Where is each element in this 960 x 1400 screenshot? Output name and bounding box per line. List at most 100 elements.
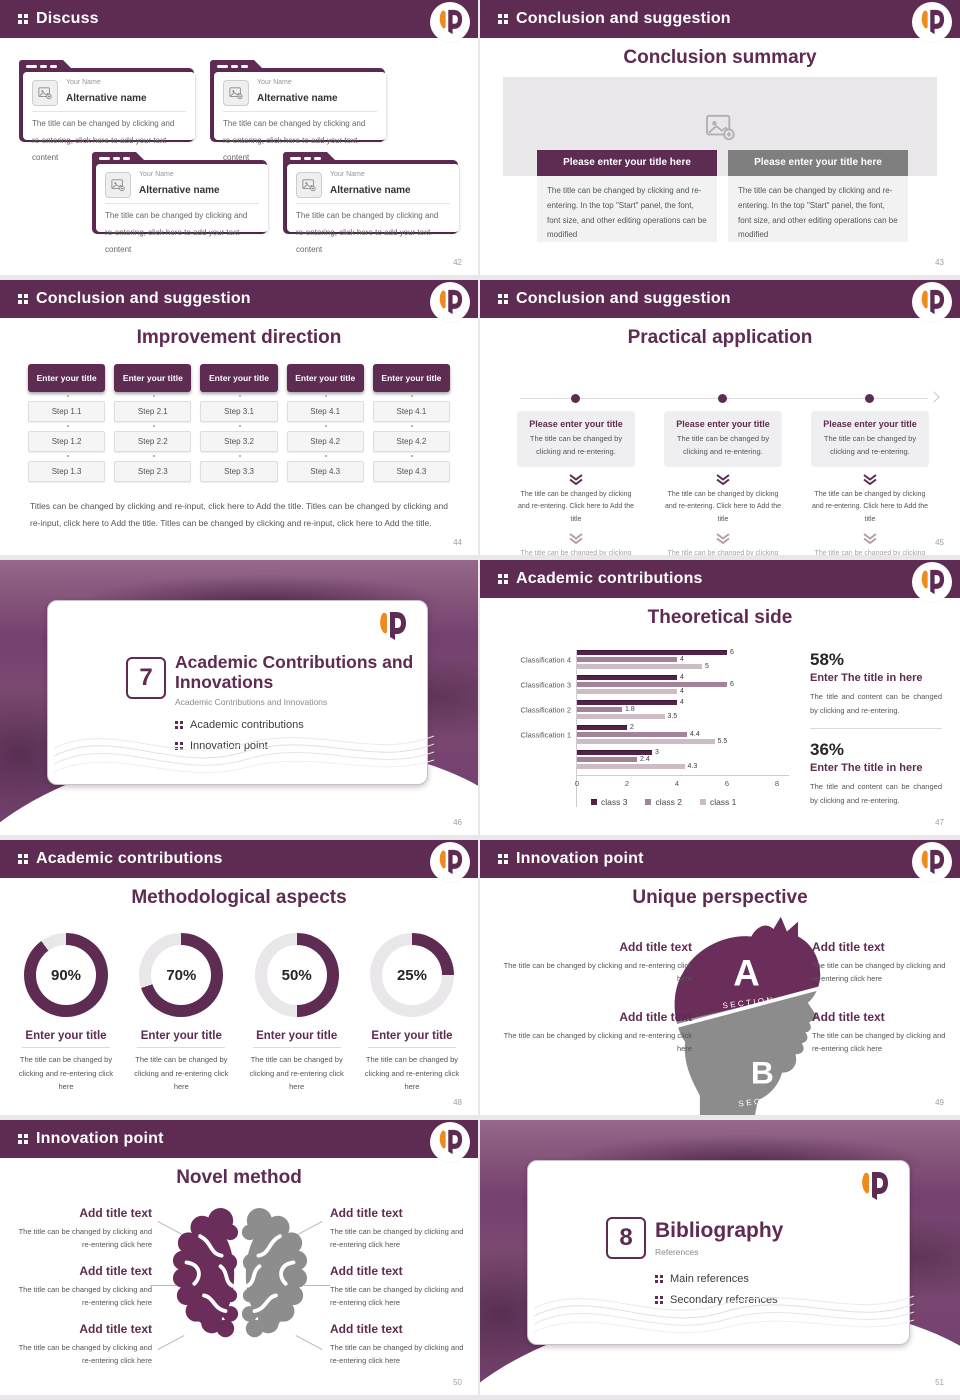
bar-value: 2.4 <box>640 756 650 763</box>
section-b-label: B <box>751 1055 774 1091</box>
timeline-column: Please enter your title The title can be … <box>664 411 782 555</box>
slide-43-conclusion-summary[interactable]: Conclusion and suggestion Conclusion sum… <box>480 0 960 280</box>
card-alt-name: Alternative name <box>139 185 220 196</box>
slide-46-section-academic-contributions[interactable]: 7 Academic Contributions and Innovations… <box>0 560 480 840</box>
bullet-item: Academic contributions <box>175 719 304 731</box>
donut-body: The title can be changed by clicking and… <box>134 1055 229 1091</box>
slide-47-theoretical-side[interactable]: Academic contributions Theoretical side … <box>480 560 960 840</box>
bar-group: Classification 1 2 4.4 5.5 <box>521 724 789 745</box>
slide-48-methodological-aspects[interactable]: Academic contributions Methodological as… <box>0 840 480 1120</box>
bar-value: 6 <box>730 681 734 688</box>
slide-header: Academic contributions <box>480 560 960 598</box>
block-body: The title can be changed by clicking and… <box>812 961 946 984</box>
bar <box>577 664 702 669</box>
donut-title: Enter your title <box>371 1030 453 1042</box>
section-a-label: A <box>733 953 760 994</box>
block-title: Add title text <box>619 940 692 954</box>
step-column: Enter your title Step 4.1 Step 4.2 Step … <box>372 364 451 482</box>
bullet-item: Secondary references <box>655 1294 778 1306</box>
slide-title: Novel method <box>176 1167 302 1188</box>
bar <box>577 707 622 712</box>
slide-header-title: Conclusion and suggestion <box>516 10 731 27</box>
slide-header-title: Academic contributions <box>36 850 223 867</box>
divider <box>32 111 186 112</box>
bar-value: 4.3 <box>687 763 698 770</box>
chart-legend: class 3 class 2 class 1 <box>591 797 789 807</box>
donut-ring: 90% <box>24 933 108 1017</box>
legend-item: class 1 <box>699 797 736 807</box>
card-body: The title can be changed by clicking and… <box>223 119 366 162</box>
column-body: The title can be changed by clicking and… <box>529 434 623 456</box>
donut-percent: 50% <box>266 945 327 1005</box>
donut-title: Enter your title <box>256 1030 338 1042</box>
column-title: Please enter your title <box>529 419 623 429</box>
chevron-down-icon <box>863 533 877 545</box>
bar-group: Classification 4 6 4 5 <box>521 649 789 670</box>
page-number: 47 <box>935 818 944 827</box>
block-body: The title can be changed by clicking and… <box>330 1227 464 1250</box>
donut-body: The title can be changed by clicking and… <box>249 1055 344 1091</box>
slide-header: Conclusion and suggestion <box>480 0 960 38</box>
slide-header-title: Innovation point <box>36 1130 164 1147</box>
step-cell: Step 4.2 <box>286 431 364 452</box>
section-title: Bibliography <box>655 1219 784 1242</box>
card-name: Your Name <box>66 79 101 86</box>
donut-ring: 50% <box>254 933 339 1017</box>
page-number: 50 <box>453 1378 462 1387</box>
grid-icon <box>498 574 508 584</box>
block-body: The title can be changed by clicking and… <box>503 1031 692 1054</box>
text-box: The title can be changed by clicking and… <box>537 176 717 242</box>
donut-body: The title can be changed by clicking and… <box>18 1055 114 1091</box>
bar <box>577 700 677 705</box>
donut-percent: 90% <box>36 945 96 1005</box>
bar-group: Classification 2 4 1.8 3.5 <box>521 699 789 720</box>
page-number: 46 <box>453 818 462 827</box>
stat-title: Enter The title in here <box>810 762 923 774</box>
bar-value: 1.8 <box>625 706 635 713</box>
category-label: Classification 2 <box>520 705 571 714</box>
bar <box>577 714 665 719</box>
bar-value: 4 <box>680 656 684 663</box>
stat-percent: 36% <box>810 740 845 759</box>
column-header: Enter your title <box>200 364 278 392</box>
donut-row: 90% Enter your title The title can be ch… <box>10 933 468 1094</box>
slide-44-improvement-direction[interactable]: Conclusion and suggestion Improvement di… <box>0 280 480 560</box>
title-text-block: Add title text The title can be changed … <box>330 1264 474 1309</box>
bar-value: 4 <box>680 699 684 706</box>
wave-decoration <box>534 1295 914 1334</box>
slide-42-discuss[interactable]: Discuss Your Name Alternative name The ti… <box>0 0 480 280</box>
grid-icon <box>18 854 28 864</box>
bar <box>577 739 715 744</box>
divider <box>810 728 942 729</box>
bullet-label: Secondary references <box>670 1294 778 1306</box>
title-text-block: Add title text The title can be changed … <box>492 940 692 985</box>
step-column: Enter your title Step 3.1 Step 3.2 Step … <box>200 364 278 482</box>
bullet-label: Academic contributions <box>190 719 304 731</box>
card-body: The title can be changed by clicking and… <box>296 211 439 254</box>
slide-45-practical-application[interactable]: Conclusion and suggestion Practical appl… <box>480 280 960 560</box>
bar-value: 6 <box>730 649 734 656</box>
page-number: 43 <box>935 258 944 267</box>
bar-chart: Classification 4 6 4 5 Classification 3 4 6 4 Cl… <box>521 649 789 807</box>
title-text-block: Add title text The title can be changed … <box>492 1010 692 1055</box>
axis-tick: 0 <box>574 779 580 788</box>
card-alt-name: Alternative name <box>330 185 411 196</box>
block-title: Add title text <box>79 1264 152 1278</box>
title-bar-secondary: Please enter your title here <box>728 150 908 176</box>
logo-icon <box>430 2 470 42</box>
divider <box>223 111 377 112</box>
section-subtitle: Academic Contributions and Innovations <box>175 697 328 707</box>
card-alt-name: Alternative name <box>257 93 338 104</box>
folder-card: Your Name Alternative name The title can … <box>283 152 459 254</box>
slide-51-section-bibliography[interactable]: 8 Bibliography References Main reference… <box>480 1120 960 1400</box>
bullet-label: Main references <box>670 1273 749 1285</box>
card-alt-name: Alternative name <box>66 93 147 104</box>
donut-percent: 70% <box>151 945 212 1005</box>
donut-ring: 70% <box>139 933 224 1017</box>
card-body: The title can be changed by clicking and… <box>32 119 175 162</box>
slide-header: Innovation point <box>0 1120 478 1158</box>
timeline-column: Please enter your title The title can be … <box>517 411 635 555</box>
slide-50-novel-method[interactable]: Innovation point Novel method <box>0 1120 480 1400</box>
slide-49-unique-perspective[interactable]: Innovation point Unique perspective A SE… <box>480 840 960 1120</box>
